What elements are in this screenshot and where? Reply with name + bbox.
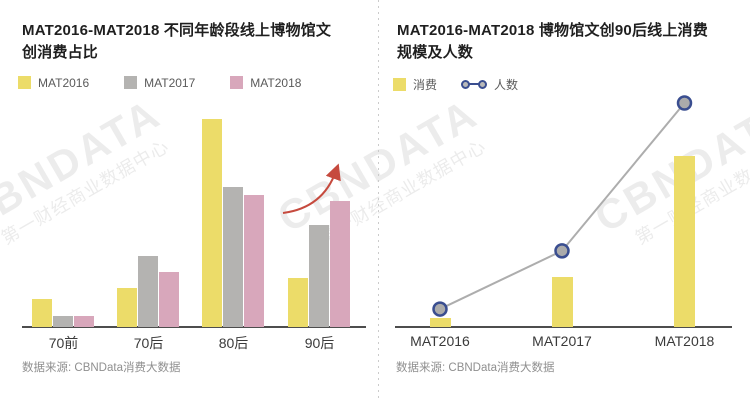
right-chart-panel: MAT2016-MAT2018 博物馆文创90后线上消费 规模及人数 消费 人数: [384, 0, 750, 400]
left-source-note: 数据来源: CBNData消费大数据: [22, 362, 181, 374]
legend-label: MAT2016: [38, 75, 90, 90]
legend-label: MAT2018: [250, 75, 302, 90]
legend-label: 消费: [413, 77, 438, 92]
left-chart-panel: MAT2016-MAT2018 不同年龄段线上博物馆文 创消费占比 MAT201…: [0, 22, 378, 90]
right-source-note: 数据来源: CBNData消费大数据: [396, 362, 555, 374]
consumption-swatch-icon: [393, 77, 406, 91]
line-segment: [463, 83, 486, 85]
mat2018-swatch-icon: [230, 76, 244, 89]
legend-label: MAT2017: [144, 75, 196, 90]
panel-divider: [378, 0, 379, 400]
line-dot-icon: [461, 79, 471, 89]
mat2016-swatch-icon: [18, 76, 31, 89]
legend-label: 人数: [494, 77, 519, 92]
legend-item-mat2017: MAT2017: [124, 76, 195, 90]
legend-item-mat2016: MAT2016: [18, 76, 89, 90]
left-chart-legend: MAT2016 MAT2017 MAT2018: [0, 76, 378, 90]
line-dot-icon: [478, 79, 488, 89]
right-chart-legend: 消费 人数: [384, 76, 750, 93]
left-chart-title: MAT2016-MAT2018 不同年龄段线上博物馆文 创消费占比: [22, 22, 332, 61]
legend-item-people: 人数: [461, 76, 518, 93]
right-chart-title: MAT2016-MAT2018 博物馆文创90后线上消费 规模及人数: [397, 22, 708, 61]
legend-item-mat2018: MAT2018: [230, 76, 301, 90]
mat2017-swatch-icon: [124, 76, 138, 89]
legend-item-consumption: 消费: [393, 76, 437, 93]
people-line-marker-icon: [461, 79, 488, 89]
